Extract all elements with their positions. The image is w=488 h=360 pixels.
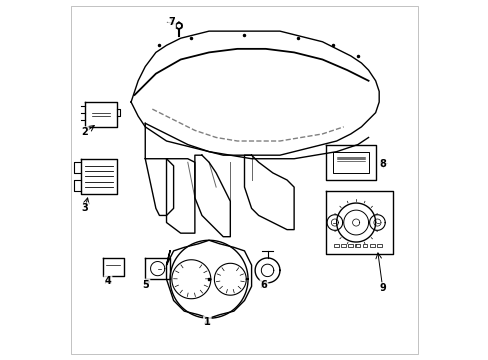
Text: 4: 4 [104,276,111,286]
Bar [376,244,381,247]
Bar [347,244,353,247]
Bar [369,244,374,247]
Text: 8: 8 [379,159,386,169]
Text: 7: 7 [168,17,175,27]
Text: 2: 2 [81,127,88,137]
Bar [362,244,367,247]
Bar [341,244,346,247]
Text: 9: 9 [379,283,386,293]
Text: 3: 3 [81,203,88,213]
Text: 5: 5 [142,280,149,289]
Bar [355,244,360,247]
Text: 1: 1 [203,317,210,327]
Bar [333,244,339,247]
Text: 6: 6 [260,280,267,289]
